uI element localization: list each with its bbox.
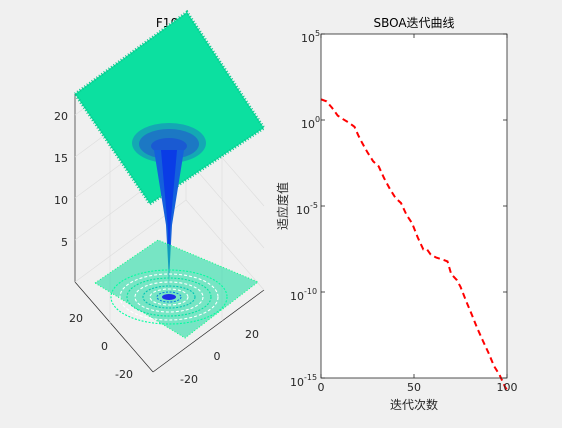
y-tick-label: 0 (101, 340, 108, 353)
contour-field (95, 240, 258, 338)
surface-funnel-core (161, 150, 177, 290)
surface-mesh (72, 9, 267, 290)
x-tick-label: 0 (214, 350, 221, 363)
x-tick-label: 50 (407, 381, 421, 394)
x-tick-label: 20 (245, 328, 259, 341)
y-tick-exp: 5 (315, 29, 320, 38)
y-tick-exp: -10 (304, 287, 317, 296)
y-tick-label: 10-10 (290, 287, 317, 303)
y-tick-base: 10 (301, 118, 315, 131)
surface-contour (94, 239, 259, 339)
y-tick-exp: -5 (310, 201, 318, 210)
y-tick-exp: -15 (304, 373, 317, 382)
y-tick-label: 20 (69, 312, 83, 325)
surface-z-tick-labels: 5 10 15 20 (54, 110, 68, 249)
surface-y-tick-labels: 20 0 -20 (69, 312, 133, 381)
y-tick-label: 105 (301, 29, 320, 45)
z-tick-label: 5 (61, 236, 68, 249)
z-tick-label: 20 (54, 110, 68, 123)
x-tick-labels: 0 50 100 (318, 381, 518, 394)
y-tick-base: 10 (290, 290, 304, 303)
z-tick-label: 15 (54, 152, 68, 165)
y-tick-base: 10 (290, 376, 304, 389)
contour-center (162, 294, 176, 300)
convergence-plot: SBOA迭代曲线 0 50 100 105 100 10-5 10-10 10-… (275, 16, 518, 412)
y-tick-labels: 105 100 10-5 10-10 10-15 (290, 29, 320, 389)
y-tick-label: 100 (301, 115, 320, 131)
surface-plot: F10 (54, 9, 267, 386)
surface-axes-box (74, 94, 265, 373)
contour-rings (110, 269, 228, 325)
convergence-line (320, 98, 508, 391)
plot-area (321, 34, 507, 378)
convergence-title: SBOA迭代曲线 (373, 16, 454, 30)
z-tick-label: 10 (54, 194, 68, 207)
x-tick-label: -20 (180, 373, 198, 386)
convergence-curve-layer (320, 98, 508, 391)
x-tick-label: 100 (497, 381, 518, 394)
y-tick-base: 10 (301, 32, 315, 45)
y-axis-label: 适应度值 (275, 182, 290, 230)
y-tick-label: 10-15 (290, 373, 317, 389)
y-tick-base: 10 (296, 204, 310, 217)
x-axis-label: 迭代次数 (390, 397, 438, 412)
surface-plateau-edge (72, 9, 267, 207)
y-tick-exp: 0 (315, 115, 320, 124)
x-tick-label: 0 (318, 381, 325, 394)
y-tick-label: -20 (115, 368, 133, 381)
surface-top-plateau (75, 12, 264, 204)
tick-marks (320, 33, 508, 379)
surface-x-tick-labels: -20 0 20 (180, 328, 259, 386)
y-tick-label: 10-5 (296, 201, 318, 217)
